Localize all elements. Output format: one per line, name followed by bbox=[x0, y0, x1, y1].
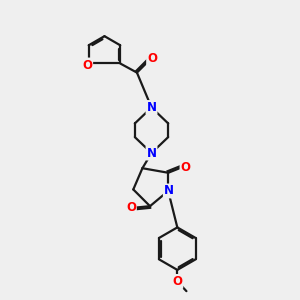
Text: O: O bbox=[181, 161, 190, 174]
Text: O: O bbox=[147, 52, 157, 65]
Text: O: O bbox=[82, 58, 92, 71]
Text: O: O bbox=[172, 275, 182, 288]
Text: N: N bbox=[146, 101, 157, 114]
Text: N: N bbox=[164, 184, 174, 197]
Text: N: N bbox=[146, 146, 157, 160]
Text: O: O bbox=[126, 201, 136, 214]
